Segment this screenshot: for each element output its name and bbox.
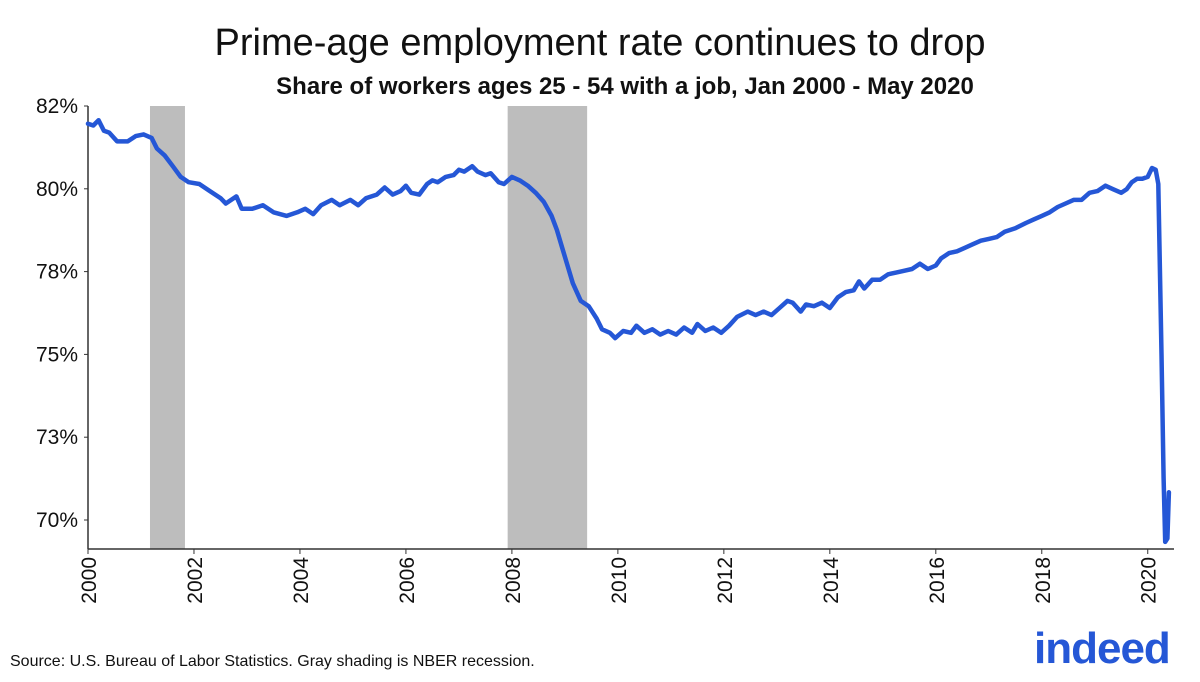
x-tick-label: 2000 <box>78 557 101 604</box>
chart-subtitle: Share of workers ages 25 - 54 with a job… <box>276 73 974 100</box>
series-layer <box>85 117 1172 545</box>
x-tick-label: 2016 <box>926 557 949 604</box>
y-tick-label: 82% <box>36 95 78 118</box>
x-tick-label: 2008 <box>502 557 525 604</box>
recession-bar-2 <box>507 106 588 549</box>
x-tick-label: 2002 <box>184 557 207 604</box>
x-tick-label: 2014 <box>820 557 843 604</box>
series-line-1 <box>85 117 1172 545</box>
y-tick-label: 78% <box>36 261 78 284</box>
recession-bar-1 <box>149 106 185 549</box>
y-tick-label: 75% <box>36 343 78 366</box>
chart-title: Prime-age employment rate continues to d… <box>214 22 986 64</box>
x-tick-label: 2012 <box>714 557 737 604</box>
y-tick-label: 70% <box>36 509 78 532</box>
x-tick-label: 2004 <box>290 557 313 604</box>
x-tick-label: 2018 <box>1032 557 1055 604</box>
recession-shading <box>149 106 588 549</box>
indeed-logo: indeed <box>1034 624 1171 673</box>
source-note: Source: U.S. Bureau of Labor Statistics.… <box>10 653 535 670</box>
y-tick-label: 73% <box>36 426 78 449</box>
x-tick-label: 2020 <box>1138 557 1161 604</box>
y-tick-label: 80% <box>36 178 78 201</box>
x-tick-label: 2010 <box>608 557 631 604</box>
y-axis-ticks: 82% 80% 78% 75% 73% 70% <box>36 95 88 532</box>
x-axis-ticks: 2000 2002 2004 2006 2008 2010 2012 2014 2016 2018… <box>78 549 1161 604</box>
axes <box>87 106 1174 550</box>
x-tick-label: 2006 <box>396 557 419 604</box>
